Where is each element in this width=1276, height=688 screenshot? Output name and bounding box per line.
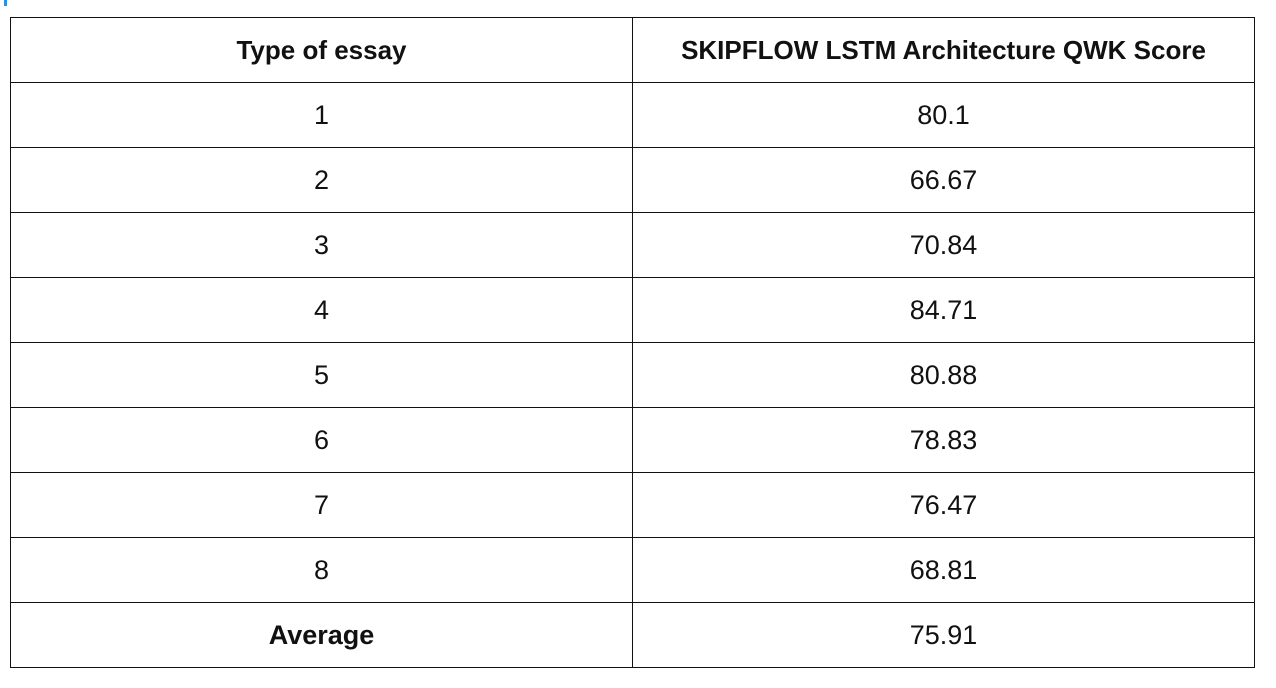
- table-container: Type of essay SKIPFLOW LSTM Architecture…: [10, 17, 1255, 668]
- table-row: 3 70.84: [10, 212, 1255, 278]
- score-cell: 66.67: [632, 147, 1255, 213]
- header-qwk-score: SKIPFLOW LSTM Architecture QWK Score: [632, 17, 1255, 83]
- score-cell: 78.83: [632, 407, 1255, 473]
- essay-type-cell: 4: [10, 277, 633, 343]
- accent-mark: [4, 0, 7, 6]
- table-row: 5 80.88: [10, 342, 1255, 408]
- table-row: 4 84.71: [10, 277, 1255, 343]
- score-cell: 70.84: [632, 212, 1255, 278]
- average-score: 75.91: [632, 602, 1255, 668]
- essay-type-cell: 2: [10, 147, 633, 213]
- header-row: Type of essay SKIPFLOW LSTM Architecture…: [10, 17, 1255, 83]
- table-row: 7 76.47: [10, 472, 1255, 538]
- score-cell: 80.88: [632, 342, 1255, 408]
- essay-type-cell: 8: [10, 537, 633, 603]
- score-cell: 84.71: [632, 277, 1255, 343]
- average-label: Average: [10, 602, 633, 668]
- essay-type-cell: 7: [10, 472, 633, 538]
- qwk-score-table: Type of essay SKIPFLOW LSTM Architecture…: [10, 17, 1255, 668]
- essay-type-cell: 6: [10, 407, 633, 473]
- table-row: 8 68.81: [10, 537, 1255, 603]
- score-cell: 68.81: [632, 537, 1255, 603]
- score-cell: 76.47: [632, 472, 1255, 538]
- essay-type-cell: 5: [10, 342, 633, 408]
- essay-type-cell: 1: [10, 82, 633, 148]
- essay-type-cell: 3: [10, 212, 633, 278]
- table-row: 1 80.1: [10, 82, 1255, 148]
- table-row: 2 66.67: [10, 147, 1255, 213]
- average-row: Average 75.91: [10, 602, 1255, 668]
- header-type-of-essay: Type of essay: [10, 17, 633, 83]
- table-row: 6 78.83: [10, 407, 1255, 473]
- score-cell: 80.1: [632, 82, 1255, 148]
